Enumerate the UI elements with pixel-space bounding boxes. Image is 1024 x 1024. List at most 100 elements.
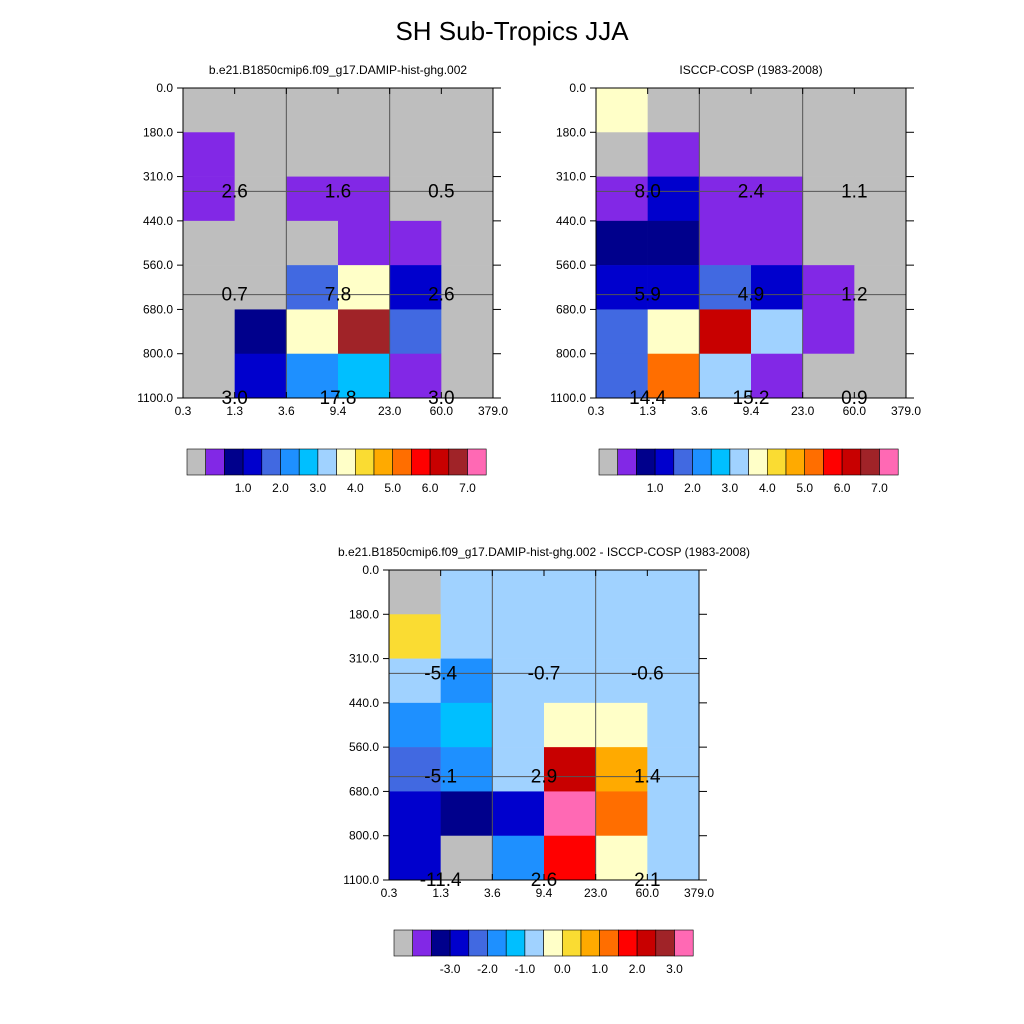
heatmap-cell [751, 265, 803, 310]
y-tick-label: 800.0 [143, 347, 173, 361]
colorbar-label: 5.0 [796, 481, 813, 495]
heatmap-cell [441, 353, 494, 399]
heatmap-cell [647, 658, 700, 704]
data-label: 4.9 [738, 285, 764, 306]
heatmap-cell [544, 791, 596, 837]
colorbar-box [412, 929, 432, 957]
heatmap-cell [183, 309, 235, 355]
heatmap-cell [751, 176, 803, 222]
colorbar-box [487, 929, 507, 957]
heatmap-cell [492, 791, 545, 837]
y-tick-label: 800.0 [556, 347, 586, 361]
data-label: 2.6 [221, 181, 247, 202]
x-tick-label: 379.0 [684, 886, 714, 900]
heatmap-cell [647, 791, 700, 837]
data-label: 3.0 [428, 388, 454, 409]
colorbar-box [205, 448, 225, 476]
heatmap-cell [338, 353, 390, 399]
colorbar-box [654, 448, 675, 476]
heatmap-cell [389, 353, 442, 399]
data-label: 17.8 [320, 388, 357, 409]
heatmap-cell [596, 353, 648, 399]
data-label: 15.2 [733, 388, 770, 409]
data-label: 2.6 [531, 870, 557, 891]
heatmap-cell [389, 791, 441, 837]
heatmap-cell [544, 570, 596, 615]
heatmap-cell [751, 353, 803, 399]
x-tick-label: 23.0 [791, 404, 815, 418]
heatmap-cell [802, 88, 855, 133]
x-tick-label: 3.6 [484, 886, 501, 900]
heatmap-cell [441, 176, 494, 222]
heatmap-cell [854, 132, 907, 177]
heatmap-cell [751, 220, 803, 266]
x-tick-label: 379.0 [478, 404, 508, 418]
colorbar-box [692, 448, 712, 476]
colorbar-label: 1.0 [647, 481, 664, 495]
data-label: 2.4 [738, 181, 765, 202]
heatmap-cell [338, 220, 390, 266]
heatmap-cell [802, 265, 855, 310]
heatmap-cell [441, 309, 494, 355]
heatmap-cell [595, 614, 648, 659]
colorbar-label: 5.0 [384, 481, 401, 495]
heatmap-cell [751, 88, 803, 133]
colorbar-box [710, 448, 731, 476]
heatmap-cell [389, 570, 441, 615]
heatmap-cell [595, 658, 648, 704]
data-label: 0.5 [428, 181, 454, 202]
colorbar-box [879, 448, 899, 476]
heatmap-cell [389, 835, 441, 881]
heatmap-cell [440, 570, 493, 615]
colorbar-label: 3.0 [310, 481, 327, 495]
heatmap-cell [854, 353, 907, 399]
colorbar-label: 1.0 [591, 962, 608, 976]
data-label: 1.2 [841, 285, 867, 306]
data-label: 3.0 [221, 388, 247, 409]
x-tick-label: 1.3 [432, 886, 449, 900]
heatmap-cell [854, 220, 907, 266]
heatmap-cell [492, 835, 545, 881]
colorbar-box [580, 929, 601, 957]
heatmap-cell [441, 88, 494, 133]
heatmap-cell [596, 88, 648, 133]
heatmap-cell [544, 835, 596, 881]
colorbar-box [674, 929, 694, 957]
heatmap-cell [595, 747, 648, 792]
heatmap-cell [802, 353, 855, 399]
heatmap-cell [389, 220, 442, 266]
colorbar-box [561, 929, 582, 957]
heatmap-cell [802, 132, 855, 177]
colorbar-box [599, 929, 619, 957]
x-tick-label: 1.3 [639, 404, 656, 418]
heatmap-cell [183, 353, 235, 399]
data-label: -0.7 [528, 663, 561, 684]
heatmap-cell [544, 702, 596, 748]
heatmap-cell [802, 309, 855, 355]
x-tick-label: 9.4 [330, 404, 347, 418]
heatmap-cell [854, 176, 907, 222]
heatmap-cell [647, 702, 700, 748]
heatmap-cell [440, 614, 493, 659]
heatmap-cell [492, 658, 545, 704]
panel-obs: 0.3 1.3 3.6 9.4 23.0 60.0 379.0 0.0 180.0 310.0 44… [550, 63, 921, 495]
data-label: 0.9 [841, 388, 867, 409]
colorbar-label: 3.0 [666, 962, 683, 976]
y-tick-label: 560.0 [143, 258, 173, 272]
heatmap-cell [234, 176, 287, 222]
colorbar-box [411, 448, 431, 476]
heatmap-cell [647, 132, 700, 177]
y-tick-label: 1100.0 [343, 873, 379, 887]
colorbar-box [393, 929, 414, 957]
colorbar-label: 4.0 [759, 481, 776, 495]
panel-model: 0.3 1.3 3.6 9.4 23.0 60.0 379.0 0.0 180.0 310.0 44… [137, 63, 508, 495]
colorbar-label: 2.0 [629, 962, 646, 976]
heatmap-cell [647, 309, 700, 355]
heatmap-cell [699, 265, 752, 310]
heatmap-cell [595, 702, 648, 748]
colorbar-box [336, 448, 356, 476]
data-label: 0.7 [221, 285, 247, 306]
x-tick-label: 1.3 [226, 404, 243, 418]
heatmap-cell [699, 353, 752, 399]
panel-title: b.e21.B1850cmip6.f09_g17.DAMIP-hist-ghg.… [209, 63, 467, 77]
